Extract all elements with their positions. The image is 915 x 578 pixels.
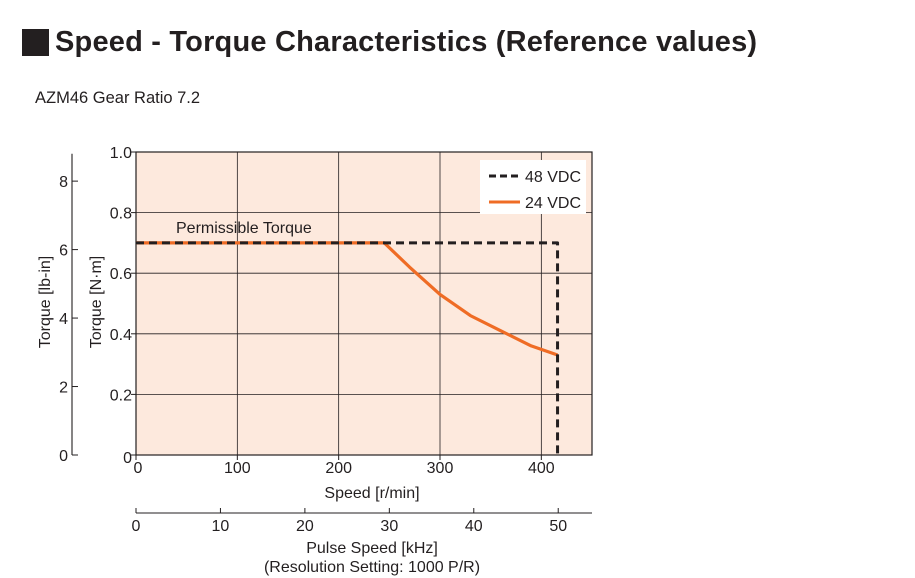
x2-tick-label: 20 (296, 518, 314, 535)
x-tick-label: 0 (134, 460, 143, 477)
series-line-24-vdc (136, 241, 559, 357)
annotation-permissible-torque: Permissible Torque (176, 220, 312, 237)
x-axis-label: Speed [r/min] (324, 485, 419, 502)
legend-box (480, 160, 586, 214)
y-axis-label: Torque [N·m] (88, 256, 105, 348)
y2-tick-label: 6 (59, 243, 68, 260)
y-tick-label: 0.2 (110, 387, 132, 404)
y2-tick-label: 8 (59, 174, 68, 191)
page-title: Speed - Torque Characteristics (Referenc… (55, 26, 758, 58)
x2-tick-label: 0 (132, 518, 141, 535)
x2-tick-label: 30 (380, 518, 398, 535)
x-tick-label: 100 (224, 460, 251, 477)
x-tick-label: 200 (325, 460, 352, 477)
x2-tick-label: 40 (465, 518, 483, 535)
y2-axis-label: Torque [lb-in] (37, 256, 54, 349)
y-tick-label: 0 (123, 450, 132, 467)
x-tick-label: 300 (427, 460, 454, 477)
y2-tick-label: 4 (59, 311, 68, 328)
x2-tick-label: 50 (549, 518, 567, 535)
x2-tick-label: 10 (212, 518, 230, 535)
plot-border (135, 151, 593, 456)
x2-axis-label: Pulse Speed [kHz] (306, 540, 438, 557)
y-tick-label: 0.4 (110, 327, 132, 344)
y-tick-label: 1.0 (110, 145, 132, 162)
axes: 0 0.2 0.4 0.6 0.8 1.0 Torque [N·m] 0 2 4 6 8 Torque … (37, 145, 592, 576)
y2-tick-label: 2 (59, 380, 68, 397)
y-tick-label: 0.6 (110, 266, 132, 283)
series-line-48-vdc (136, 241, 560, 455)
y-tick-label: 0.8 (110, 206, 132, 223)
legend-label: 48 VDC (525, 169, 581, 186)
page-heading: Speed - Torque Characteristics (Referenc… (22, 26, 757, 59)
legend: 48 VDC 24 VDC (480, 160, 586, 214)
series-layer (136, 241, 560, 455)
chart-subtitle: AZM46 Gear Ratio 7.2 (35, 89, 201, 107)
x-tick-label: 400 (528, 460, 555, 477)
black-square-icon (22, 29, 49, 56)
legend-label: 24 VDC (525, 195, 581, 212)
y2-tick-label: 0 (59, 448, 68, 465)
x2-axis-note: (Resolution Setting: 1000 P/R) (264, 559, 480, 576)
